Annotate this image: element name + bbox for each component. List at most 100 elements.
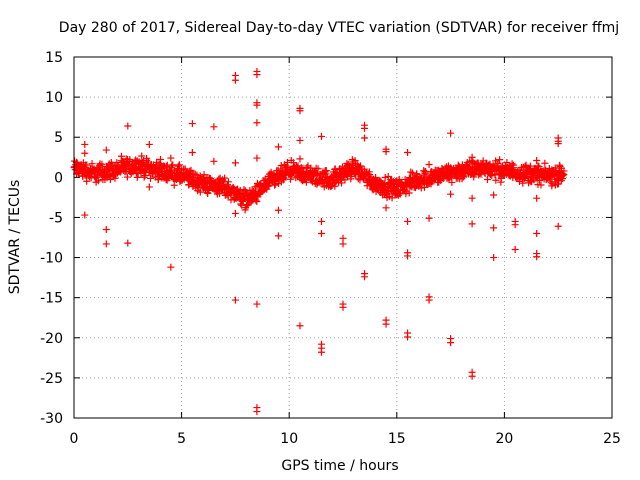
outlier-point [404,252,412,260]
outlier-point [382,204,390,212]
outlier-point [274,232,282,240]
band-point [259,187,267,195]
outlier-point [404,217,412,225]
band-point [347,175,355,183]
band-point [204,189,212,197]
band-point [522,161,530,169]
outlier-point [447,129,455,137]
y-tick-label: -30 [40,411,63,427]
band-point [175,161,183,169]
outlier-point [361,273,369,281]
outlier-point [81,211,89,219]
outlier-point [554,140,562,148]
band-point [240,186,248,194]
x-tick-label: 0 [70,431,79,447]
outlier-point [81,140,89,148]
band-point [154,175,162,183]
band-point [541,159,549,167]
band-point [265,182,273,190]
band-point [405,189,413,197]
band-point [277,162,285,170]
outlier-point [296,107,304,115]
outlier-point [102,240,110,248]
outlier-point [124,122,132,130]
outlier-point [231,209,239,217]
band-point [191,170,199,178]
band-point [156,155,164,163]
band-point [508,160,516,168]
band-point [302,178,310,186]
band-point [341,176,349,184]
outlier-point [317,132,325,140]
band-point [299,164,307,172]
band-point [94,177,102,185]
outlier-point [533,253,541,261]
axis-ticks: 0 5 10 15 20 25 15 10 5 0 -5 -10 -15 -20 -25 -30 [40,50,621,447]
outlier-point [468,372,476,380]
outlier-point [102,225,110,233]
plot-frame [73,56,613,419]
outlier-point [296,155,304,163]
outlier-point [124,239,132,247]
band-point [170,181,178,189]
band-point [196,188,204,196]
band-point [536,176,544,184]
band-point [483,175,491,183]
band-point [535,163,543,171]
band-point [556,163,564,171]
band-point [408,169,416,177]
band-point [413,170,421,178]
band-point [141,172,149,180]
band-point [271,180,279,188]
band-point [537,181,545,189]
outlier-point [253,71,261,79]
y-tick-label: 0 [54,170,63,186]
chart-title: Day 280 of 2017, Sidereal Day-to-day VTE… [59,20,619,36]
band-point [322,167,330,175]
outlier-point [361,124,369,132]
band-point [123,173,131,181]
outlier-point [102,146,110,154]
band-point [392,178,400,186]
y-tick-label: -5 [49,210,63,226]
outlier-point [339,240,347,248]
band-point [448,178,456,186]
band-point [138,152,146,160]
outlier-point [167,263,175,271]
outlier-point [339,303,347,311]
outlier-point [447,164,455,172]
band-point [162,162,170,170]
outlier-point [253,101,261,109]
band-point [111,174,119,182]
band-point [271,181,279,189]
outlier-point [231,296,239,304]
band-point [407,168,415,176]
x-tick-label: 10 [280,431,298,447]
outlier-point [253,154,261,162]
band-point [283,158,291,166]
outlier-point [533,156,541,164]
band-point [356,176,364,184]
band-point [140,173,148,181]
outlier-point [317,229,325,237]
outlier-point [425,296,433,304]
outlier-point [511,221,519,229]
band-point [133,173,141,181]
y-tick-label: -10 [40,251,63,267]
outlier-point [382,320,390,328]
band-point [503,159,511,167]
x-tick-label: 20 [495,431,513,447]
band-point [224,178,232,186]
y-tick-label: -15 [40,291,63,307]
band-point [524,172,532,180]
band-point [174,162,182,170]
band-point [331,182,339,190]
band-point [215,190,223,198]
band-point [560,167,568,175]
band-point [497,174,505,182]
outlier-point [253,408,261,416]
band-point [372,174,380,182]
band-point [470,173,478,181]
outlier-point [210,123,218,131]
band-point [177,177,185,185]
